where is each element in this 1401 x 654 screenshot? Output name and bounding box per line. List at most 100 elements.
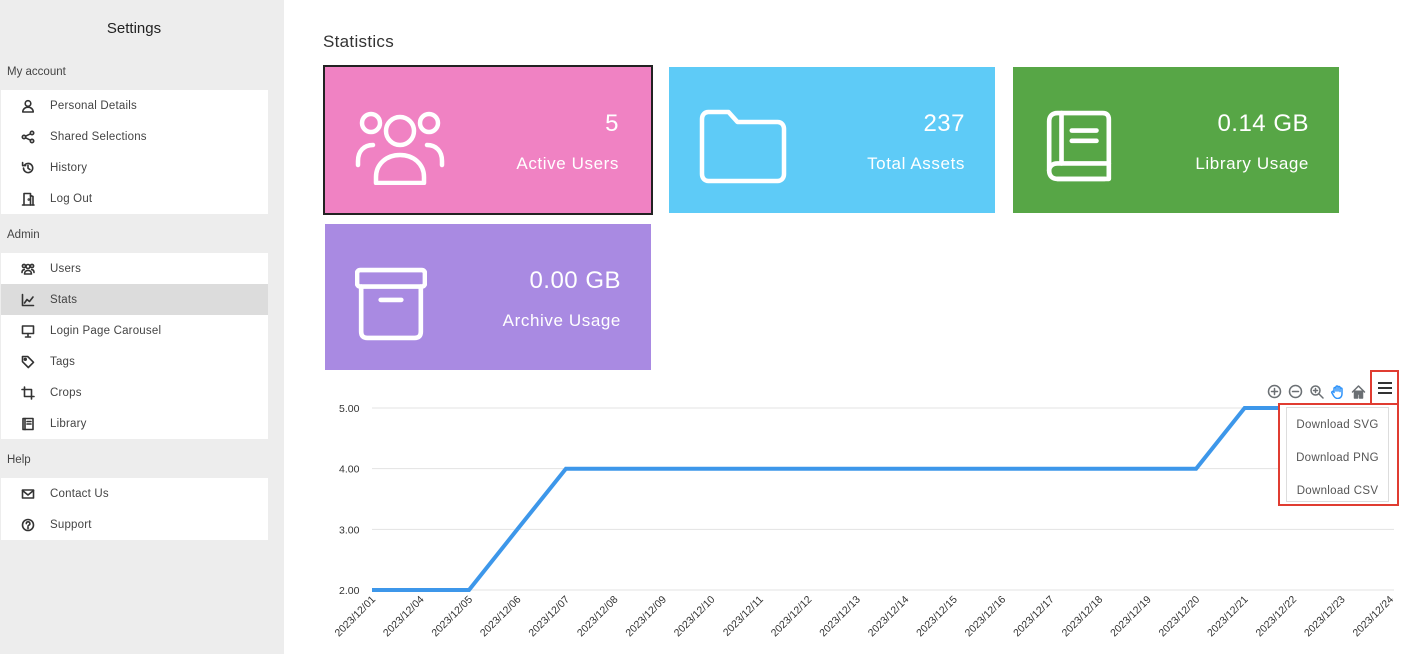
users-icon bbox=[21, 262, 35, 276]
menu-item-download-png[interactable]: Download PNG bbox=[1296, 451, 1379, 464]
sidebar-item-label: Crops bbox=[50, 386, 82, 399]
tag-icon bbox=[21, 355, 35, 369]
card-value: 237 bbox=[923, 110, 965, 137]
x-tick-label: 2023/12/06 bbox=[478, 594, 524, 640]
series-line bbox=[372, 406, 1390, 592]
sidebar-item-support[interactable]: Support bbox=[1, 509, 268, 540]
sidebar-item-label: History bbox=[50, 161, 88, 174]
book-icon bbox=[21, 417, 35, 431]
sidebar-item-label: Library bbox=[50, 417, 87, 430]
sidebar-item-label: Shared Selections bbox=[50, 130, 147, 143]
chart-export-menu-list: Download SVG Download PNG Download CSV bbox=[1286, 407, 1389, 502]
menu-item-download-csv[interactable]: Download CSV bbox=[1296, 484, 1379, 497]
sidebar-item-label: Support bbox=[50, 518, 92, 531]
card-label: Total Assets bbox=[867, 154, 965, 173]
sidebar-item-login-page-carousel[interactable]: Login Page Carousel bbox=[1, 315, 268, 346]
pan-hand-icon[interactable] bbox=[1329, 383, 1346, 400]
sidebar-menu-group: Personal Details Shared Selections History… bbox=[1, 90, 268, 214]
sidebar-item-label: Stats bbox=[50, 293, 78, 306]
sidebar-section-label: Admin bbox=[7, 229, 40, 241]
x-tick-label: 2023/12/13 bbox=[817, 594, 863, 640]
y-tick-label: 4.00 bbox=[339, 464, 360, 476]
x-tick-label: 2023/12/10 bbox=[672, 594, 718, 640]
page-title: Statistics bbox=[323, 32, 395, 51]
archive-icon bbox=[354, 266, 428, 342]
chart-menu-button[interactable] bbox=[1370, 370, 1399, 405]
card-value: 0.00 GB bbox=[529, 267, 621, 294]
x-tick-label: 2023/12/04 bbox=[381, 594, 427, 640]
x-tick-label: 2023/12/21 bbox=[1205, 594, 1251, 640]
x-tick-label: 2023/12/18 bbox=[1060, 594, 1106, 640]
library-usage-card[interactable]: 0.14 GB Library Usage bbox=[1013, 67, 1339, 213]
sidebar-item-label: Log Out bbox=[50, 192, 93, 205]
user-icon bbox=[21, 99, 35, 113]
sidebar-item-stats[interactable]: Stats bbox=[1, 284, 268, 315]
y-tick-label: 5.00 bbox=[339, 403, 360, 415]
help-circle-icon bbox=[21, 518, 35, 532]
x-tick-label: 2023/12/17 bbox=[1011, 594, 1057, 640]
mail-icon bbox=[21, 487, 35, 501]
logout-door-icon bbox=[21, 192, 35, 206]
x-tick-label: 2023/12/15 bbox=[914, 594, 960, 640]
share-icon bbox=[21, 129, 35, 144]
x-tick-label: 2023/12/11 bbox=[721, 594, 766, 639]
archive-usage-card[interactable]: 0.00 GB Archive Usage bbox=[325, 224, 651, 370]
x-tick-label: 2023/12/16 bbox=[963, 594, 1009, 640]
sidebar-item-tags[interactable]: Tags bbox=[1, 346, 268, 377]
x-tick-label: 2023/12/12 bbox=[769, 594, 815, 640]
sidebar-item-personal-details[interactable]: Personal Details bbox=[1, 90, 268, 121]
x-tick-label: 2023/12/24 bbox=[1350, 594, 1396, 640]
crop-icon bbox=[21, 385, 35, 400]
card-label: Library Usage bbox=[1195, 154, 1309, 173]
folder-icon bbox=[699, 109, 789, 185]
x-tick-label: 2023/12/20 bbox=[1157, 594, 1203, 640]
x-tick-label: 2023/12/08 bbox=[575, 594, 621, 640]
sidebar-item-shared-selections[interactable]: Shared Selections bbox=[1, 121, 268, 152]
sidebar-item-contact-us[interactable]: Contact Us bbox=[1, 478, 268, 509]
hamburger-menu-icon bbox=[1377, 381, 1392, 394]
sidebar-item-library[interactable]: Library bbox=[1, 408, 268, 439]
x-tick-label: 2023/12/07 bbox=[526, 594, 572, 640]
users-icon bbox=[355, 109, 445, 186]
sidebar-item-label: Tags bbox=[50, 355, 76, 368]
sidebar-item-label: Personal Details bbox=[50, 99, 137, 112]
card-value: 0.14 GB bbox=[1217, 110, 1309, 137]
sidebar-item-crops[interactable]: Crops bbox=[1, 377, 268, 408]
chart-export-menu: Download SVG Download PNG Download CSV bbox=[1278, 403, 1399, 506]
card-label: Archive Usage bbox=[502, 311, 621, 330]
chart-line-icon bbox=[21, 293, 35, 307]
sidebar-item-label: Users bbox=[50, 262, 82, 275]
sidebar-item-users[interactable]: Users bbox=[1, 253, 268, 284]
menu-item-download-svg[interactable]: Download SVG bbox=[1296, 418, 1379, 431]
sidebar-item-label: Login Page Carousel bbox=[50, 324, 162, 337]
x-tick-label: 2023/12/14 bbox=[866, 594, 912, 640]
active-users-card[interactable]: 5 Active Users bbox=[323, 65, 653, 215]
card-label: Active Users bbox=[516, 154, 619, 173]
total-assets-card[interactable]: 237 Total Assets bbox=[669, 67, 995, 213]
y-tick-label: 2.00 bbox=[339, 585, 360, 597]
sidebar-item-log-out[interactable]: Log Out bbox=[1, 183, 268, 214]
reset-home-icon[interactable] bbox=[1350, 383, 1367, 400]
y-tick-label: 3.00 bbox=[339, 524, 360, 536]
sidebar-item-label: Contact Us bbox=[50, 487, 109, 500]
card-value: 5 bbox=[605, 110, 619, 137]
sidebar-section-label: Help bbox=[7, 454, 31, 466]
settings-sidebar: Settings My account Personal Details Share… bbox=[0, 0, 284, 654]
zoom-out-icon[interactable] bbox=[1287, 383, 1304, 400]
zoom-selection-icon[interactable] bbox=[1308, 383, 1325, 400]
sidebar-section-label: My account bbox=[7, 66, 66, 78]
sidebar-title: Settings bbox=[106, 20, 162, 37]
x-tick-label: 2023/12/09 bbox=[623, 594, 669, 640]
zoom-in-icon[interactable] bbox=[1266, 383, 1283, 400]
x-tick-label: 2023/12/05 bbox=[429, 594, 475, 640]
x-tick-label: 2023/12/01 bbox=[332, 594, 378, 640]
chart-toolbar bbox=[1266, 380, 1367, 402]
sidebar-item-history[interactable]: History bbox=[1, 152, 268, 183]
book-icon bbox=[1043, 109, 1115, 185]
x-tick-label: 2023/12/22 bbox=[1254, 594, 1300, 640]
x-tick-label: 2023/12/19 bbox=[1108, 594, 1154, 640]
sidebar-menu-group: Contact Us Support bbox=[1, 478, 268, 540]
sidebar-menu-group: Users Stats Login Page Carousel Tags Crops Li… bbox=[1, 253, 268, 439]
presentation-icon bbox=[21, 324, 35, 338]
